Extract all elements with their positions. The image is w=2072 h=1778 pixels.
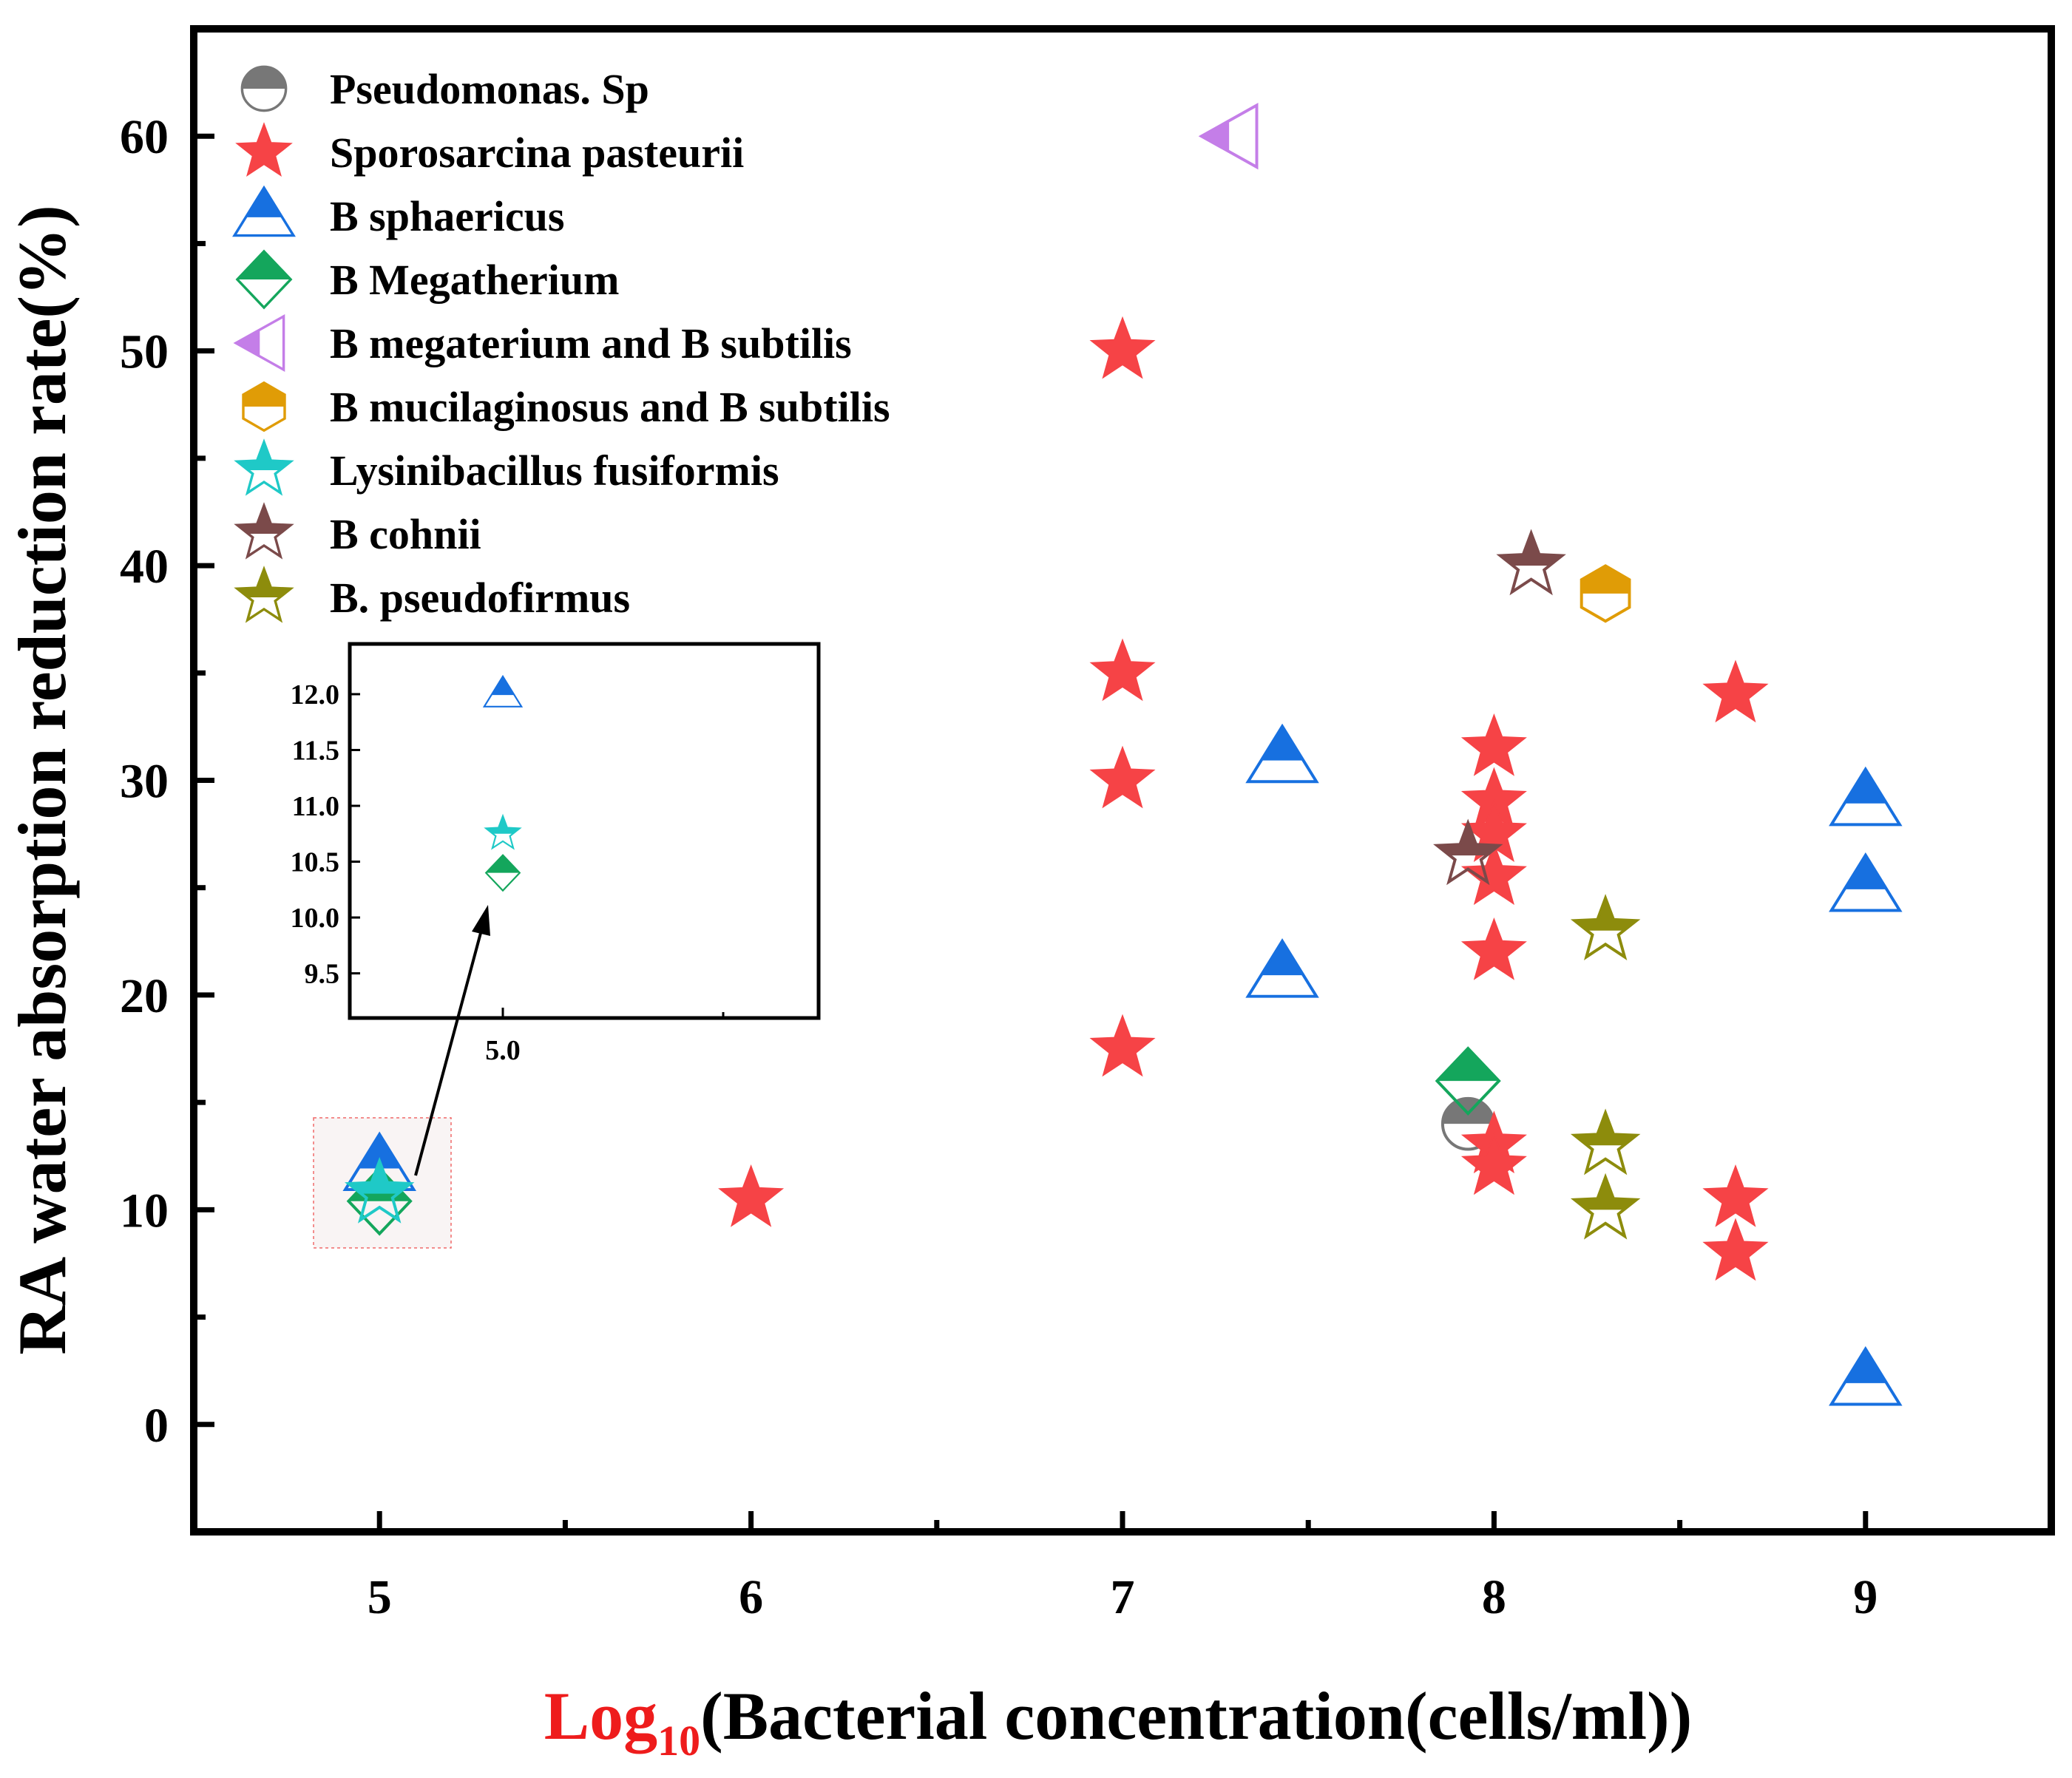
- y-tick-label: 20: [120, 969, 169, 1023]
- legend-marker: [234, 566, 294, 623]
- zoom-arrow: [414, 905, 490, 1176]
- point-sporosarcina-pasteurii: [1460, 842, 1527, 906]
- point-b-megatherium: [1435, 1046, 1501, 1116]
- point-b-pseudofirmus: [1570, 894, 1641, 960]
- point-sporosarcina-pasteurii: [1460, 713, 1527, 776]
- point-sporosarcina-pasteurii: [1089, 638, 1156, 702]
- legend-marker: [242, 381, 286, 432]
- point-b-pseudofirmus: [1570, 1108, 1641, 1175]
- y-axis-title: RA water absorption reduction rate(%): [4, 205, 80, 1354]
- point-sporosarcina-pasteurii: [1702, 1164, 1769, 1227]
- point-lysinibacillus-fusiformis: [345, 1156, 415, 1224]
- point-b-sphaericus: [1245, 938, 1319, 998]
- x-tick-label: 5: [368, 1570, 392, 1624]
- inset-y-tick-label: 11.5: [292, 735, 339, 766]
- legend-label: Pseudomonas. Sp: [330, 65, 649, 113]
- point-sporosarcina-pasteurii: [1089, 745, 1156, 809]
- legend-marker: [235, 249, 293, 310]
- inset-chart: 9.5 10.0 10.5 11.0 11.5 12.0 5.0: [291, 642, 821, 1066]
- legend-label: Lysinibacillus fusiformis: [330, 447, 779, 495]
- point-b-sphaericus: [1829, 852, 1903, 912]
- x-axis-title-rest: (Bacterial concentration(cells/ml)): [700, 1678, 1692, 1754]
- point-sporosarcina-pasteurii: [718, 1164, 785, 1227]
- legend-marker: [240, 65, 288, 112]
- point-sporosarcina-pasteurii: [1089, 1014, 1156, 1077]
- x-axis: 5 6 7 8 9: [368, 1511, 1878, 1624]
- y-axis: 0 10 20 30 40 50 60: [120, 110, 214, 1535]
- point-sporosarcina-pasteurii: [1460, 1132, 1527, 1195]
- legend-label: Sporosarcina pasteurii: [330, 129, 744, 177]
- point-b-sphaericus: [1829, 1346, 1903, 1406]
- x-tick-label: 9: [1853, 1570, 1878, 1624]
- legend-label: B. pseudofirmus: [330, 574, 630, 622]
- legend-label: B megaterium and B subtilis: [330, 319, 852, 367]
- x-axis-title: Log10(Bacterial concentration(cells/ml)): [544, 1678, 1693, 1765]
- point-sporosarcina-pasteurii: [1460, 917, 1527, 980]
- legend-marker: [233, 313, 285, 373]
- inset-y-tick-label: 10.5: [291, 847, 340, 878]
- inset-y-tick-label: 10.0: [291, 903, 340, 934]
- legend-label: B cohnii: [330, 510, 481, 558]
- y-tick-label: 60: [120, 110, 169, 164]
- inset-point: [484, 854, 521, 892]
- point-sporosarcina-pasteurii: [1702, 659, 1769, 723]
- point-sporosarcina-pasteurii: [1089, 316, 1156, 379]
- point-b-cohnii: [1433, 818, 1503, 886]
- x-tick-label: 8: [1482, 1570, 1506, 1624]
- inset-y-tick-label: 9.5: [305, 959, 340, 990]
- y-tick-label: 50: [120, 325, 169, 379]
- legend: Pseudomonas. Sp Sporosarcina pasteurii B s…: [232, 65, 890, 623]
- y-tick-label: 40: [120, 540, 169, 594]
- inset-axes: 9.5 10.0 10.5 11.0 11.5 12.0 5.0: [291, 679, 725, 1066]
- inset-point: [482, 674, 524, 708]
- legend-label: B sphaericus: [330, 192, 564, 240]
- point-b-sphaericus: [1245, 723, 1319, 784]
- legend-marker: [232, 185, 296, 237]
- legend-marker: [234, 438, 294, 496]
- legend-marker: [235, 122, 293, 177]
- point-b-megaterium-and-b-subtilis: [1198, 103, 1259, 170]
- point-b-sphaericus: [1829, 766, 1903, 827]
- legend-label: B Megatherium: [330, 256, 619, 304]
- y-tick-label: 0: [144, 1399, 169, 1453]
- x-tick-label: 6: [739, 1570, 763, 1624]
- point-sporosarcina-pasteurii: [1702, 1218, 1769, 1281]
- x-tick-label: 7: [1111, 1570, 1135, 1624]
- data-markers: [718, 103, 1903, 1406]
- legend-marker: [234, 502, 294, 560]
- point-b-mucilaginosus-and-b-subtilis: [1580, 564, 1631, 623]
- point-b-cohnii: [1496, 529, 1566, 596]
- inset-markers: [482, 674, 524, 892]
- y-tick-label: 30: [120, 755, 169, 809]
- point-b-pseudofirmus: [1570, 1173, 1641, 1240]
- inset-y-tick-label: 11.0: [292, 791, 339, 822]
- inset-point: [484, 813, 522, 850]
- legend-label: B mucilaginosus and B subtilis: [330, 383, 890, 431]
- inset-frame: [348, 642, 821, 1020]
- x-axis-title-prefix: Log: [544, 1678, 657, 1754]
- inset-y-tick-label: 12.0: [291, 679, 340, 710]
- y-tick-label: 10: [120, 1184, 169, 1238]
- cluster-markers: [342, 1131, 416, 1236]
- x-axis-title-subscript: 10: [657, 1717, 700, 1765]
- inset-x-tick-label: 5.0: [485, 1035, 521, 1066]
